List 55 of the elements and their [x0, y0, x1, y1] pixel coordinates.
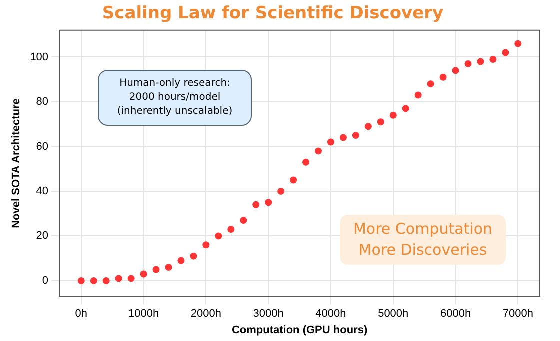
x-axis-title: Computation (GPU hours): [232, 324, 368, 336]
point: [102, 277, 110, 284]
point: [490, 56, 497, 63]
point: [190, 252, 198, 260]
point: [390, 112, 397, 119]
point: [290, 176, 298, 184]
point: [352, 132, 360, 140]
y-tick-label: 80: [36, 96, 49, 108]
y-tick-label: 60: [36, 140, 49, 153]
point: [128, 275, 135, 282]
callout-box: More Computation More Discoveries: [340, 215, 506, 265]
point: [427, 80, 434, 88]
point: [440, 74, 447, 81]
point: [477, 58, 484, 66]
y-tick-label: 20: [36, 230, 49, 242]
x-tick-label: 0h: [75, 308, 88, 320]
point: [90, 277, 98, 284]
y-tick-label: 0: [42, 274, 49, 287]
point: [178, 257, 185, 264]
x-tick-label: 6000h: [440, 308, 472, 320]
point: [452, 67, 460, 74]
callout-box: Human-only research: 2000 hours/model (inherently unscalable): [98, 70, 252, 126]
y-axis-title: Novel SOTA Architecture: [10, 98, 23, 228]
point: [240, 217, 248, 224]
point: [228, 226, 235, 233]
point: [402, 105, 410, 112]
point: [377, 118, 384, 126]
point: [165, 264, 172, 272]
x-tick-label: 4000h: [316, 308, 346, 320]
x-tick-label: 2000h: [190, 308, 222, 320]
point: [278, 188, 285, 195]
x-tick-label: 7000h: [502, 308, 534, 320]
point: [502, 49, 510, 56]
x-tick-label: 3000h: [253, 308, 284, 320]
y-tick-label: 40: [36, 185, 49, 198]
x-tick-label: 5000h: [378, 308, 409, 320]
point: [464, 60, 472, 68]
point: [364, 123, 372, 130]
point: [215, 232, 222, 240]
point: [140, 270, 148, 278]
point: [414, 92, 422, 99]
point: [327, 138, 334, 146]
point: [115, 275, 122, 282]
point: [252, 201, 260, 208]
point: [314, 148, 322, 155]
point: [514, 40, 522, 48]
y-tick-label: 100: [30, 51, 49, 64]
point: [152, 266, 160, 274]
x-tick-label: 1000h: [128, 308, 160, 320]
point: [78, 277, 85, 284]
point: [340, 134, 347, 142]
point: [265, 199, 272, 206]
chart-title: Scaling Law for Scientific Discovery: [102, 4, 444, 24]
point: [302, 158, 310, 166]
point: [202, 242, 210, 249]
